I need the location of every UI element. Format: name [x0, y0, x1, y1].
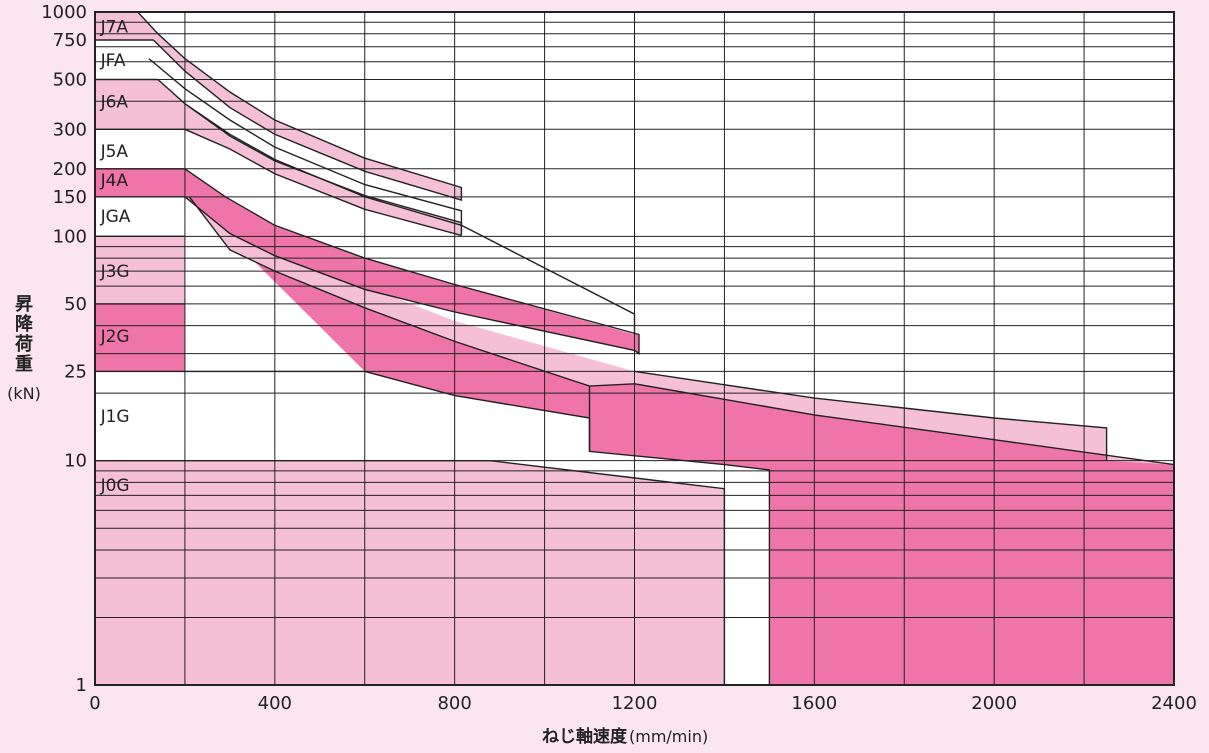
y-tick-label: 500: [53, 70, 87, 91]
zone-label-j6a: J6A: [100, 92, 129, 112]
y-tick-label: 50: [64, 294, 87, 315]
y-tick-label: 25: [64, 361, 87, 382]
x-tick-label: 800: [437, 693, 471, 714]
region-j3g-curve: [189, 196, 1174, 465]
region-j2g: [95, 303, 185, 372]
region-j7a: [95, 12, 462, 201]
y-axis-label-char: 荷: [15, 333, 33, 355]
boundary-line: [137, 11, 463, 202]
y-tick-label: 300: [53, 119, 87, 140]
y-axis-label-char: 重: [15, 353, 33, 375]
region-j4a: [95, 168, 639, 354]
boundary-line: [490, 460, 726, 685]
y-tick-label: 1000: [41, 2, 87, 23]
boundary-line: [184, 103, 463, 236]
x-tick-label: 2000: [971, 693, 1017, 714]
x-tick-label: 2400: [1151, 693, 1197, 714]
plot-frame: [94, 11, 1175, 686]
zone-label-j5a: J5A: [100, 142, 129, 162]
y-axis-label-char: 昇: [15, 294, 33, 315]
region-j3g: [95, 236, 185, 304]
boundary-line: [188, 196, 1175, 466]
y-tick-label: 1: [76, 675, 87, 696]
boundary-line: [634, 370, 1108, 461]
y-axis-label-char: 降: [15, 313, 34, 335]
x-tick-label: 0: [89, 693, 100, 714]
zone-label-j0g: J0G: [100, 476, 130, 496]
y-tick-label: 200: [53, 159, 87, 180]
x-tick-label: 1200: [612, 693, 658, 714]
boundary-line: [184, 128, 462, 237]
x-tick-label: 1600: [791, 693, 837, 714]
x-axis-label: ねじ軸速度: [542, 726, 628, 747]
zone-label-j2g: J2G: [100, 327, 130, 347]
zone-label-j7a: J7A: [100, 18, 129, 38]
y-axis-unit: (kN): [7, 384, 41, 403]
region-j1g: [189, 196, 1174, 686]
y-tick-label: 10: [64, 451, 87, 472]
region-j6a: [95, 79, 462, 236]
boundary-line: [364, 370, 771, 685]
boundary-line: [148, 58, 463, 227]
y-tick-label: 750: [53, 30, 87, 51]
region-j0g: [95, 460, 725, 685]
boundary-line: [461, 224, 636, 335]
x-tick-label: 400: [258, 693, 292, 714]
zone-label-jfa: JFA: [100, 51, 126, 71]
x-axis-unit: (mm/min): [629, 727, 708, 746]
y-tick-label: 100: [53, 226, 87, 247]
y-tick-label: 150: [53, 187, 87, 208]
zone-label-j4a: J4A: [100, 171, 129, 191]
zone-label-j3g: J3G: [100, 262, 130, 282]
zone-label-j1g: J1G: [100, 407, 130, 427]
zone-label-jga: JGA: [100, 207, 131, 227]
boundary-line: [184, 168, 640, 355]
